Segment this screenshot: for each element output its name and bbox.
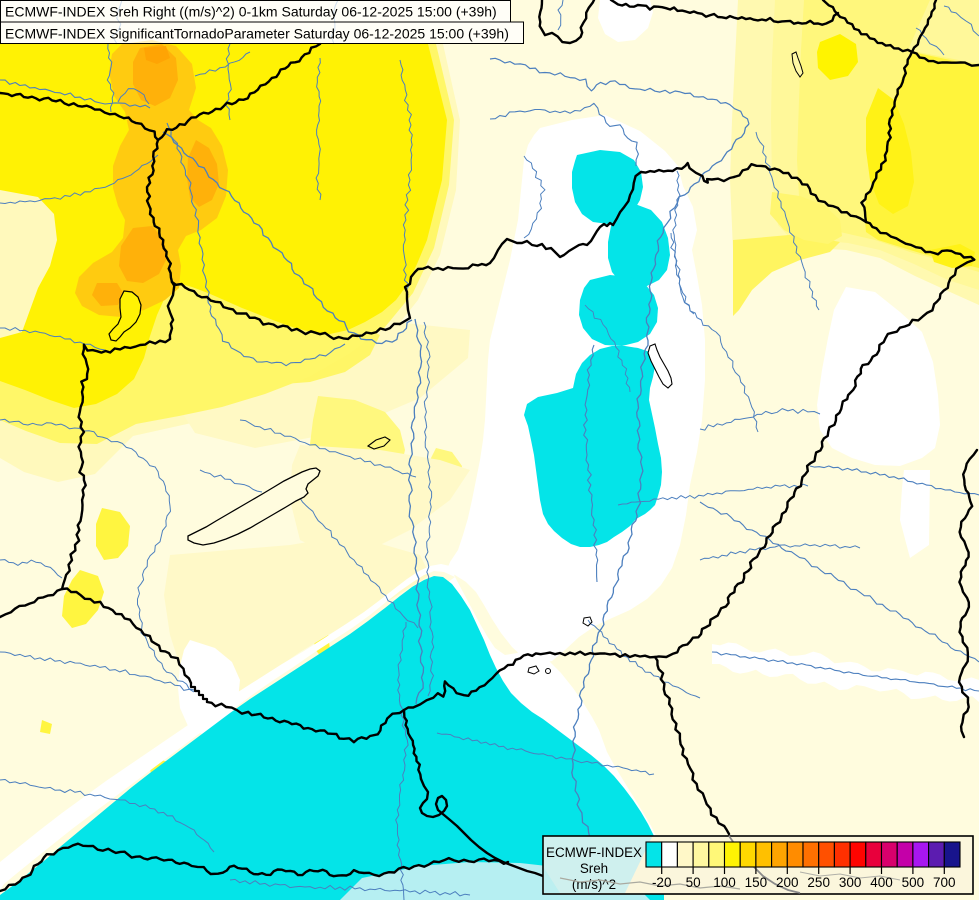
svg-text:300: 300 (839, 875, 862, 890)
svg-text:ECMWF-INDEX: ECMWF-INDEX (546, 845, 642, 860)
svg-text:700: 700 (933, 875, 956, 890)
svg-text:200: 200 (776, 875, 799, 890)
svg-text:-20: -20 (652, 875, 672, 890)
svg-text:ECMWF-INDEX SignificantTornado: ECMWF-INDEX SignificantTornadoParameter … (5, 26, 509, 42)
svg-text:100: 100 (713, 875, 736, 890)
svg-text:(m/s)^2: (m/s)^2 (572, 877, 616, 892)
svg-text:250: 250 (807, 875, 830, 890)
svg-text:ECMWF-INDEX Sreh Right ((m/s)^: ECMWF-INDEX Sreh Right ((m/s)^2) 0-1km S… (5, 4, 497, 20)
svg-text:150: 150 (745, 875, 768, 890)
svg-text:500: 500 (902, 875, 925, 890)
svg-text:Sreh: Sreh (580, 861, 608, 876)
svg-text:400: 400 (870, 875, 893, 890)
svg-text:50: 50 (686, 875, 701, 890)
